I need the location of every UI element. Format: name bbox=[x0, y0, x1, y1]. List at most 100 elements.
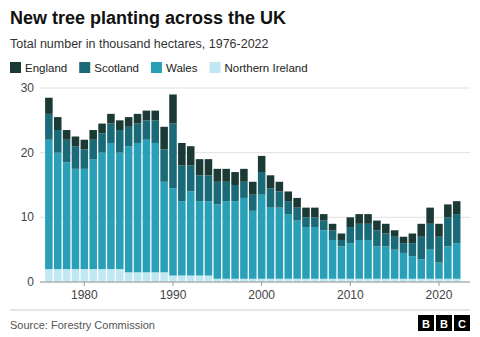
bar-segment bbox=[125, 272, 133, 282]
bar-segment bbox=[63, 269, 71, 282]
bar-segment bbox=[196, 175, 204, 201]
bar-segment bbox=[417, 259, 425, 278]
bar-segment bbox=[329, 230, 337, 240]
bar-segment bbox=[400, 237, 408, 243]
bar-segment bbox=[169, 94, 177, 123]
bar-segment bbox=[444, 204, 452, 217]
bar-segment bbox=[258, 195, 266, 279]
bar-segment bbox=[134, 114, 142, 124]
bar-segment bbox=[45, 98, 53, 114]
bar-segment bbox=[98, 269, 106, 282]
bar-segment bbox=[320, 230, 328, 279]
bar-segment bbox=[231, 201, 239, 279]
bar-segment bbox=[276, 182, 284, 192]
bar-segment bbox=[72, 269, 80, 282]
bar-segment bbox=[373, 246, 381, 278]
bar-segment bbox=[444, 217, 452, 246]
bar-segment bbox=[249, 211, 257, 279]
bar-segment bbox=[151, 120, 159, 143]
bar-segment bbox=[116, 120, 124, 130]
logo-box bbox=[436, 315, 452, 331]
bar-segment bbox=[143, 272, 151, 282]
bar-segment bbox=[240, 182, 248, 198]
bar-segment bbox=[63, 162, 71, 269]
bar-segment bbox=[347, 227, 355, 243]
bar-segment bbox=[258, 156, 266, 172]
bar-segment bbox=[444, 246, 452, 278]
bar-segment bbox=[45, 269, 53, 282]
bar-segment bbox=[267, 208, 275, 279]
bar-segment bbox=[435, 224, 443, 237]
bar-segment bbox=[134, 124, 142, 143]
bar-segment bbox=[143, 120, 151, 139]
bar-segment bbox=[160, 149, 168, 181]
bar-segment bbox=[453, 201, 461, 214]
bar-segment bbox=[134, 143, 142, 272]
bar-segment bbox=[54, 153, 62, 269]
bar-segment bbox=[338, 240, 346, 246]
bar-segment bbox=[151, 143, 159, 272]
bar-segment bbox=[178, 166, 186, 202]
bar-segment bbox=[222, 169, 230, 182]
bar-segment bbox=[205, 159, 213, 175]
bar-segment bbox=[311, 227, 319, 279]
bar-segment bbox=[54, 130, 62, 153]
x-tick-label: 2000 bbox=[248, 288, 275, 302]
logo: BBC bbox=[418, 315, 470, 331]
bar-segment bbox=[205, 276, 213, 282]
legend: EnglandScotlandWalesNorthern Ireland bbox=[10, 62, 308, 74]
bar-segment bbox=[45, 114, 53, 140]
bar-segment bbox=[382, 224, 390, 234]
x-tick bbox=[84, 282, 85, 286]
bar-segment bbox=[355, 214, 363, 224]
bar-segment bbox=[63, 140, 71, 163]
x-tick-label: 2020 bbox=[426, 288, 453, 302]
y-tick-label: 10 bbox=[21, 210, 35, 224]
bar-segment bbox=[54, 117, 62, 130]
bar-segment bbox=[222, 201, 230, 279]
bar-segment bbox=[81, 269, 89, 282]
chart: New tree planting across the UK Total num… bbox=[0, 0, 480, 337]
x-tick bbox=[261, 282, 262, 286]
bar-segment bbox=[302, 208, 310, 218]
bar-segment bbox=[426, 208, 434, 224]
bar-segment bbox=[134, 272, 142, 282]
bar-segment bbox=[107, 269, 115, 282]
bar-segment bbox=[453, 243, 461, 279]
bar-segment bbox=[81, 169, 89, 269]
logo-letter: B bbox=[440, 318, 448, 330]
bar-segment bbox=[400, 253, 408, 279]
legend-label: England bbox=[25, 62, 67, 74]
bar-segment bbox=[338, 234, 346, 240]
bar-segment bbox=[222, 182, 230, 201]
legend-swatch bbox=[79, 62, 90, 73]
legend-swatch bbox=[210, 62, 221, 73]
bar-segment bbox=[293, 221, 301, 279]
bar-segment bbox=[196, 159, 204, 175]
bar-segment bbox=[187, 146, 195, 165]
title: New tree planting across the UK bbox=[10, 8, 286, 28]
bar-segment bbox=[98, 124, 106, 134]
logo-box bbox=[454, 315, 470, 331]
bar-segment bbox=[302, 227, 310, 279]
subtitle: Total number in thousand hectares, 1976-… bbox=[10, 37, 269, 51]
grid-line bbox=[40, 282, 470, 283]
bar-segment bbox=[320, 214, 328, 220]
bar-segment bbox=[116, 130, 124, 153]
bar-segment bbox=[125, 127, 133, 146]
x-tick bbox=[350, 282, 351, 286]
y-tick-label: 0 bbox=[27, 275, 34, 289]
bar-segment bbox=[364, 224, 372, 240]
bar-segment bbox=[329, 240, 337, 279]
bar-segment bbox=[329, 224, 337, 230]
legend-swatch bbox=[151, 62, 162, 73]
bar-segment bbox=[98, 153, 106, 269]
grid-line bbox=[40, 88, 470, 89]
bar-segment bbox=[364, 214, 372, 224]
x-tick bbox=[172, 282, 173, 286]
bar-segment bbox=[72, 169, 80, 269]
bar-segment bbox=[187, 191, 195, 275]
bar-segment bbox=[160, 182, 168, 273]
bar-segment bbox=[231, 172, 239, 185]
bar-segment bbox=[267, 188, 275, 207]
